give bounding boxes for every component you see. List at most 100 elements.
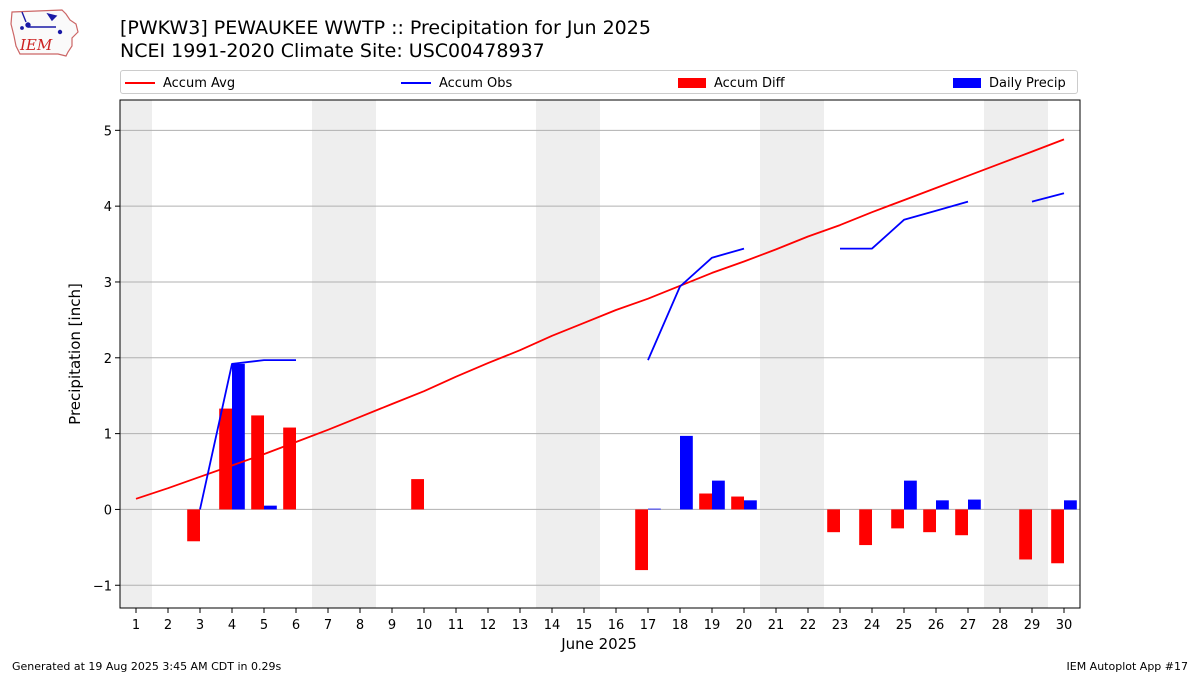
bar-daily-precip	[936, 500, 949, 510]
weekend-band	[760, 100, 824, 608]
bar-daily-precip	[232, 363, 245, 510]
x-tick-label: 19	[704, 618, 721, 633]
x-tick-label: 20	[736, 618, 753, 633]
x-tick-label: 30	[1056, 618, 1073, 633]
y-tick-label: 4	[104, 200, 112, 215]
x-tick-label: 23	[832, 618, 849, 633]
bar-daily-precip	[264, 505, 277, 510]
legend-item-daily-precip: Daily Precip	[953, 74, 1066, 92]
legend-swatch-accum-diff	[678, 78, 706, 88]
bar-accum-diff	[411, 479, 424, 510]
legend-item-accum-diff: Accum Diff	[678, 74, 785, 92]
weekend-band	[984, 100, 1048, 608]
bar-accum-diff	[923, 509, 936, 533]
x-tick-label: 28	[992, 618, 1009, 633]
y-tick-label: 2	[104, 352, 112, 367]
weekend-band	[312, 100, 376, 608]
x-tick-label: 10	[416, 618, 433, 633]
logo-text: IEM	[19, 36, 53, 54]
x-tick-label: 12	[480, 618, 497, 633]
legend-item-accum-obs: Accum Obs	[401, 74, 512, 92]
x-tick-label: 21	[768, 618, 785, 633]
iowa-map-outline	[10, 9, 79, 57]
bar-accum-diff	[827, 509, 840, 533]
bar-marks	[187, 363, 1077, 571]
x-tick-label: 8	[356, 618, 364, 633]
bar-daily-precip	[712, 480, 725, 510]
legend-swatch-daily-precip	[953, 78, 981, 88]
x-tick-label: 26	[928, 618, 945, 633]
bar-accum-diff	[251, 415, 264, 510]
legend-label-accum-avg: Accum Avg	[163, 75, 236, 91]
weather-station-icon	[20, 11, 63, 35]
legend-label-accum-obs: Accum Obs	[439, 75, 513, 91]
bar-daily-precip	[1064, 500, 1077, 510]
bar-accum-diff	[219, 408, 232, 510]
bar-accum-diff	[635, 509, 648, 571]
chart-legend: Accum Avg Accum Obs Accum Diff Daily Pre…	[120, 70, 1078, 94]
y-axis-label: Precipitation [inch]	[66, 283, 84, 425]
y-tick-label: 5	[104, 124, 112, 139]
y-tick-label: −1	[93, 579, 112, 594]
bar-accum-diff	[859, 509, 872, 546]
x-tick-label: 27	[960, 618, 977, 633]
x-tick-label: 3	[196, 618, 204, 633]
legend-item-accum-avg: Accum Avg	[125, 74, 235, 92]
bar-accum-diff	[187, 509, 200, 542]
bar-accum-diff	[731, 496, 744, 510]
x-tick-label: 15	[576, 618, 593, 633]
weekend-bands	[120, 100, 1048, 608]
legend-label-accum-diff: Accum Diff	[714, 75, 785, 91]
x-tick-label: 16	[608, 618, 625, 633]
x-tick-label: 9	[388, 618, 396, 633]
x-tick-label: 17	[640, 618, 657, 633]
footer-generated: Generated at 19 Aug 2025 3:45 AM CDT in …	[12, 660, 282, 673]
x-tick-label: 14	[544, 618, 561, 633]
bar-daily-precip	[904, 480, 917, 510]
bar-daily-precip	[648, 508, 661, 510]
bar-accum-diff	[891, 509, 904, 529]
x-axis-label: June 2025	[560, 635, 637, 653]
y-gridlines	[120, 129, 1080, 586]
chart-subtitle: NCEI 1991-2020 Climate Site: USC00478937	[120, 40, 545, 62]
x-tick-label: 13	[512, 618, 529, 633]
x-tick-label: 18	[672, 618, 689, 633]
x-tick-label: 24	[864, 618, 881, 633]
bar-daily-precip	[680, 435, 693, 510]
bar-daily-precip	[968, 499, 981, 510]
x-tick-label: 1	[132, 618, 140, 633]
iem-logo: IEM	[10, 9, 79, 57]
x-tick-label: 29	[1024, 618, 1041, 633]
line-accum-obs	[199, 192, 1065, 510]
x-axis-ticks: 1 2 3 4 5 6 7 8 9 10 11 12 13 14 15 16 17 18 19 20 21 22 23 24 2…	[132, 608, 1072, 633]
x-tick-label: 2	[164, 618, 172, 633]
x-tick-label: 4	[228, 618, 236, 633]
bar-accum-diff	[699, 493, 712, 510]
x-tick-label: 22	[800, 618, 817, 633]
x-tick-label: 5	[260, 618, 268, 633]
x-tick-label: 11	[448, 618, 465, 633]
bar-accum-diff	[1019, 509, 1032, 560]
y-tick-label: 1	[104, 428, 112, 443]
y-tick-label: 3	[104, 276, 112, 291]
weekend-band	[120, 100, 152, 608]
x-tick-label: 6	[292, 618, 300, 633]
line-accum-avg	[135, 138, 1065, 500]
legend-swatch-accum-obs	[401, 82, 431, 84]
x-tick-label: 25	[896, 618, 913, 633]
legend-swatch-accum-avg	[125, 82, 155, 84]
y-axis-ticks: −1 0 1 2 3 4 5	[93, 124, 120, 594]
bar-accum-diff	[955, 509, 968, 536]
line-marks	[135, 138, 1065, 510]
bar-daily-precip	[744, 500, 757, 510]
x-tick-label: 7	[324, 618, 332, 633]
weekend-band	[536, 100, 600, 608]
bar-accum-diff	[283, 427, 296, 510]
plot-frame	[119, 99, 1081, 609]
footer-app: IEM Autoplot App #17	[1066, 660, 1189, 673]
bar-accum-diff	[1051, 509, 1064, 564]
y-tick-label: 0	[104, 503, 112, 518]
chart-title: [PWKW3] PEWAUKEE WWTP :: Precipitation f…	[120, 17, 651, 39]
legend-label-daily-precip: Daily Precip	[989, 75, 1066, 91]
